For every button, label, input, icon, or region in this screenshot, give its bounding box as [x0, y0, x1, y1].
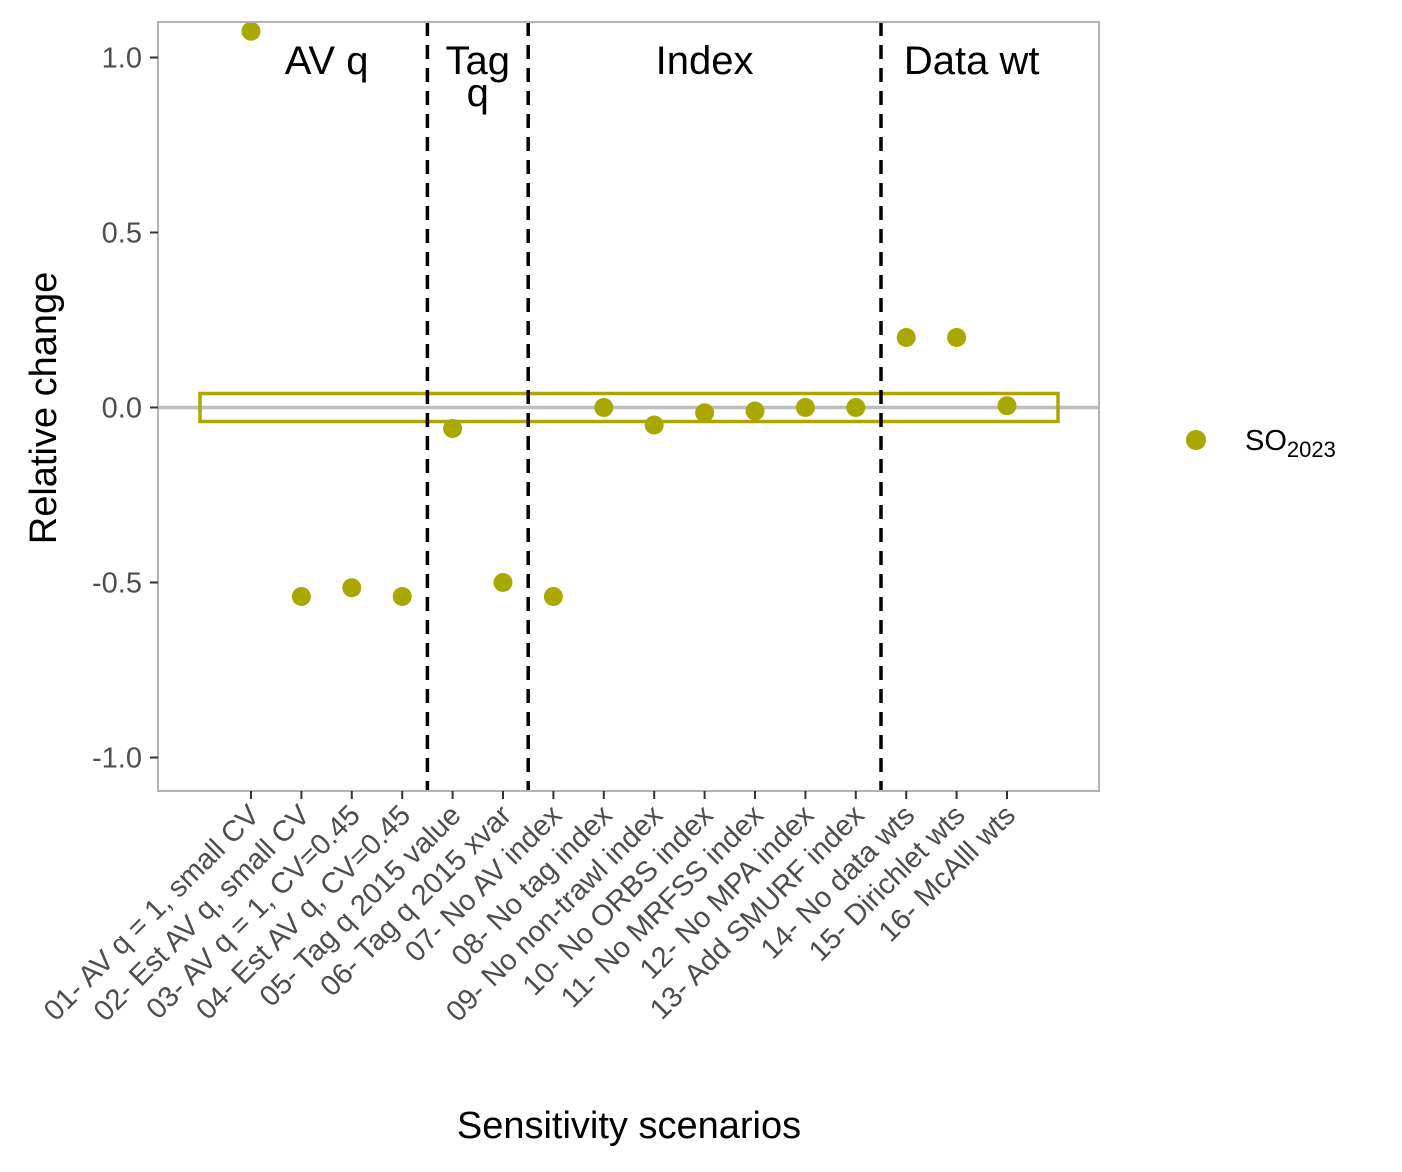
y-tick-label-1: 1.0: [102, 43, 142, 75]
group-divider-layer: [425, 22, 883, 791]
legend: SO2023: [1186, 425, 1336, 462]
group-label-2-line-1: Tag: [446, 39, 511, 83]
data-point-1: [241, 21, 261, 41]
legend-label-base: SO: [1245, 425, 1287, 457]
data-point-13: [846, 398, 866, 417]
data-point-layer: [241, 21, 1017, 606]
y-axis-title: Relative change: [23, 272, 65, 545]
legend-label-subscript: 2023: [1287, 437, 1336, 462]
group-label-4-line-1: Data wt: [904, 39, 1040, 83]
data-point-16: [997, 396, 1017, 416]
data-point-4: [392, 587, 412, 606]
data-point-3: [342, 578, 362, 598]
y-axis: 1.0 0.5 0.0 -0.5 -1.0: [92, 43, 158, 775]
group-label-1-line-1: AV q: [285, 39, 369, 83]
x-axis-title: Sensitivity scenarios: [457, 1105, 801, 1147]
y-tick-label-2: 0.5: [102, 218, 142, 250]
group-label-3-line-1: Index: [656, 39, 754, 83]
data-point-6: [493, 573, 513, 592]
group-label-2-line-2: q: [467, 71, 489, 115]
data-point-2: [291, 587, 311, 606]
data-point-12: [795, 398, 815, 417]
data-point-7: [543, 587, 563, 606]
data-point-14: [896, 328, 916, 347]
y-tick-label-3: 0.0: [102, 393, 142, 425]
data-point-8: [594, 398, 614, 417]
data-point-15: [947, 328, 967, 347]
data-point-10: [695, 403, 715, 423]
data-point-11: [745, 401, 765, 421]
y-tick-label-4: -0.5: [92, 568, 142, 600]
y-tick-label-5: -1.0: [92, 743, 142, 775]
reference-band-layer: [198, 391, 1060, 424]
data-point-5: [443, 419, 463, 438]
legend-label-so2023: SO2023: [1245, 425, 1336, 462]
legend-key-so2023: [1186, 430, 1206, 450]
data-point-9: [644, 415, 664, 435]
reference-band: [198, 391, 1060, 424]
